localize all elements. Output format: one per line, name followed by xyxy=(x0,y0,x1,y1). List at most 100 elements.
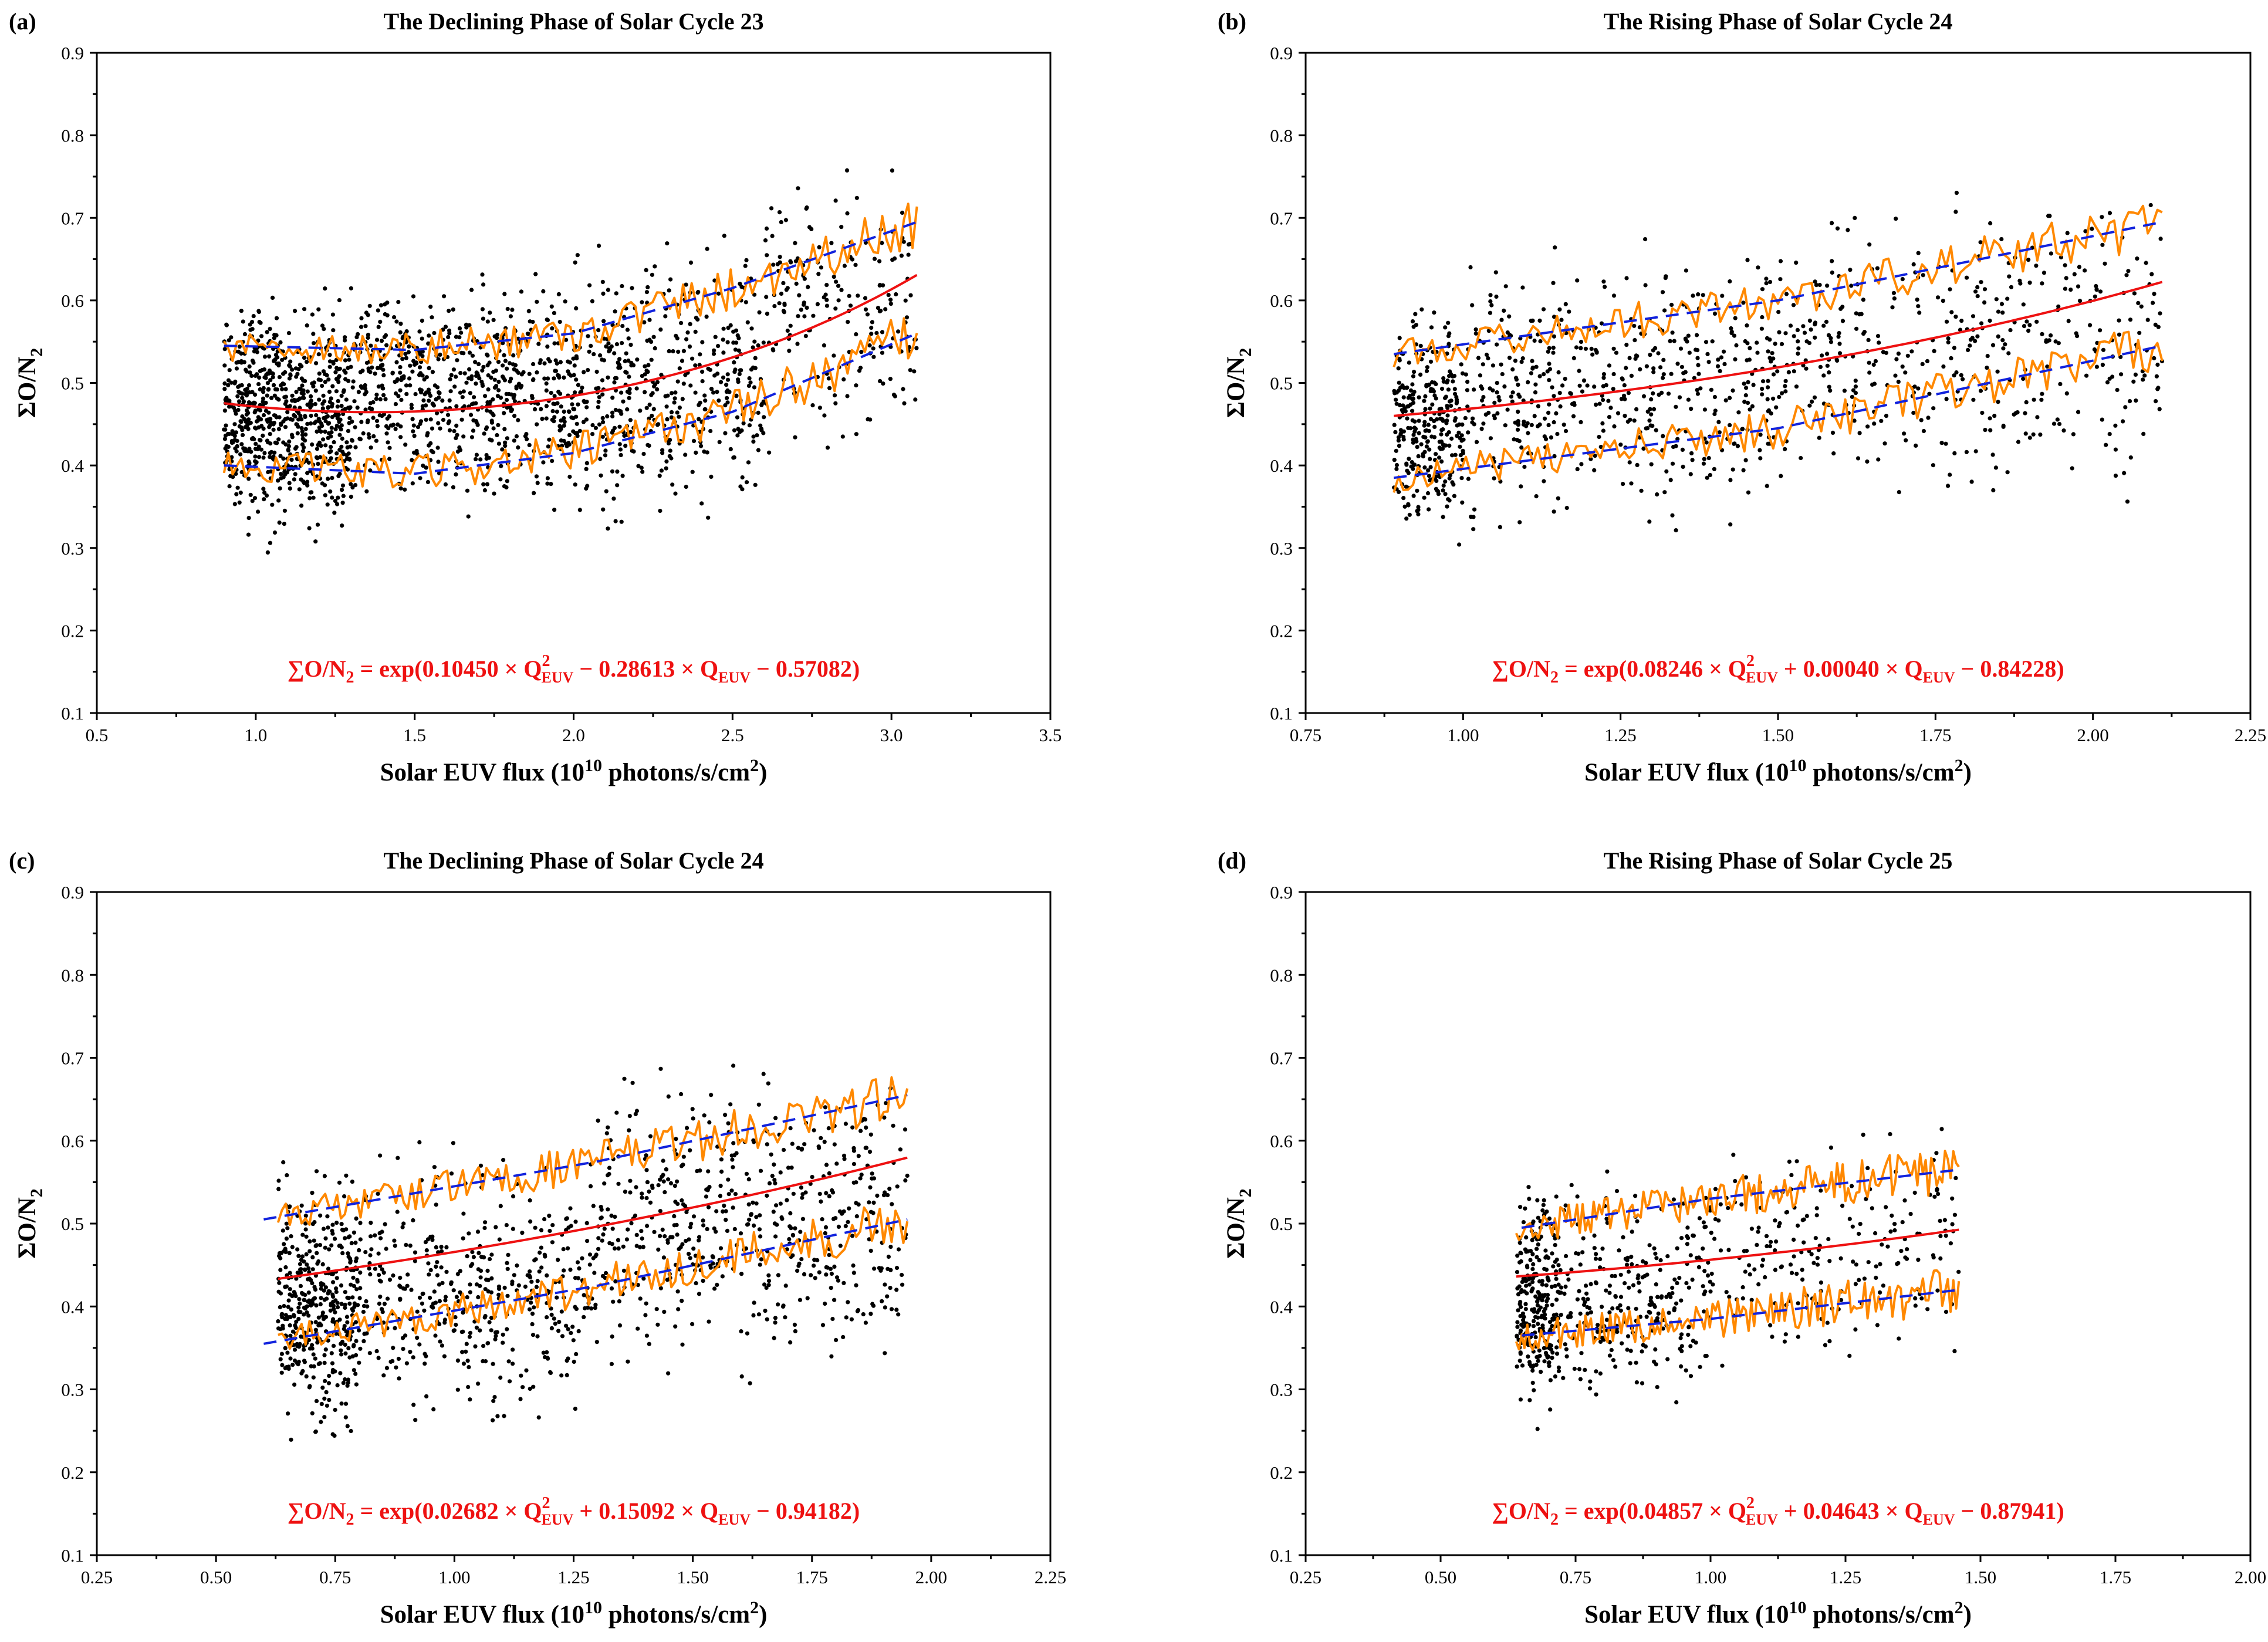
data-point xyxy=(367,435,371,440)
data-point xyxy=(570,402,574,407)
data-point xyxy=(542,361,547,366)
data-point xyxy=(447,398,452,403)
data-point xyxy=(323,1236,328,1241)
data-point xyxy=(295,1271,300,1275)
data-point xyxy=(1867,360,1871,365)
data-point xyxy=(841,1153,847,1158)
data-point xyxy=(1410,408,1415,413)
data-point xyxy=(1419,442,1424,447)
data-point xyxy=(1655,492,1659,497)
data-point xyxy=(367,303,372,308)
data-point xyxy=(1621,393,1627,398)
data-point xyxy=(1498,525,1502,529)
data-point xyxy=(1745,400,1750,406)
data-point xyxy=(1446,320,1451,325)
data-point xyxy=(355,1278,360,1282)
data-point xyxy=(1474,440,1479,444)
data-point xyxy=(331,328,336,333)
data-point xyxy=(1758,433,1763,437)
data-point xyxy=(817,1191,822,1196)
data-point xyxy=(272,450,277,455)
data-point xyxy=(468,1290,472,1295)
y-tick-label: 0.6 xyxy=(1270,1131,1293,1151)
data-point xyxy=(313,402,317,407)
data-point xyxy=(302,1298,306,1302)
x-tick-label: 1.0 xyxy=(244,725,267,745)
data-point xyxy=(366,335,370,340)
data-point xyxy=(1651,370,1656,374)
data-point xyxy=(610,396,615,400)
data-point xyxy=(878,379,883,384)
data-point xyxy=(343,1415,348,1420)
data-point xyxy=(1418,343,1423,349)
data-point xyxy=(1592,468,1597,472)
running-lower-curve xyxy=(278,1206,909,1350)
data-point xyxy=(719,1169,724,1174)
data-point xyxy=(1662,490,1667,495)
data-point xyxy=(2032,397,2036,402)
data-point xyxy=(239,383,244,388)
data-point xyxy=(1732,333,1737,338)
data-point xyxy=(356,390,361,394)
data-point xyxy=(242,448,247,453)
data-point xyxy=(2157,407,2162,411)
data-point xyxy=(333,370,338,374)
data-point xyxy=(823,292,828,297)
data-point xyxy=(574,1352,579,1356)
data-point xyxy=(728,1102,733,1107)
data-point xyxy=(261,486,266,491)
data-point xyxy=(438,1339,442,1344)
data-point xyxy=(639,1229,644,1234)
data-point xyxy=(302,356,307,360)
data-point xyxy=(320,1262,325,1266)
data-point xyxy=(591,1256,596,1261)
data-point xyxy=(673,1200,678,1204)
data-point xyxy=(1394,467,1399,471)
data-point xyxy=(398,365,403,370)
data-point xyxy=(1516,392,1521,397)
data-point xyxy=(586,334,590,339)
data-point xyxy=(1758,456,1763,461)
data-point xyxy=(401,1347,405,1352)
data-point xyxy=(650,414,654,418)
data-point xyxy=(344,1173,349,1178)
data-point xyxy=(666,1371,671,1376)
data-point xyxy=(652,384,657,389)
data-point xyxy=(305,1262,309,1267)
data-point xyxy=(615,483,620,488)
data-point xyxy=(1745,323,1749,328)
data-point xyxy=(433,1333,438,1338)
data-point xyxy=(1778,277,1783,282)
data-point xyxy=(545,1273,549,1278)
data-point xyxy=(492,491,496,496)
data-point xyxy=(717,440,722,444)
data-point xyxy=(765,312,769,316)
data-point xyxy=(1468,265,1473,270)
data-point xyxy=(832,1264,837,1269)
data-point xyxy=(1720,293,1725,298)
data-point xyxy=(359,420,364,424)
data-point xyxy=(649,393,654,397)
data-point xyxy=(512,399,518,404)
x-axis-label: Solar EUV flux (1010 photons/s/cm2) xyxy=(1584,756,1972,786)
data-point xyxy=(1455,434,1459,438)
data-point xyxy=(1450,480,1455,485)
data-point xyxy=(417,329,422,334)
data-point xyxy=(1719,355,1724,360)
data-point xyxy=(652,1229,657,1234)
data-point xyxy=(542,1217,547,1222)
data-point xyxy=(1552,334,1556,339)
data-point xyxy=(612,351,617,356)
data-point xyxy=(528,1198,532,1203)
data-point xyxy=(1516,383,1520,387)
data-point xyxy=(464,380,469,385)
data-point xyxy=(1777,394,1782,400)
data-point xyxy=(473,360,478,364)
data-point xyxy=(1410,319,1415,324)
data-point xyxy=(340,1228,345,1232)
data-point xyxy=(337,433,342,437)
data-point xyxy=(752,385,757,390)
data-point xyxy=(752,339,757,344)
data-point xyxy=(1394,462,1399,468)
data-point xyxy=(286,1411,290,1416)
